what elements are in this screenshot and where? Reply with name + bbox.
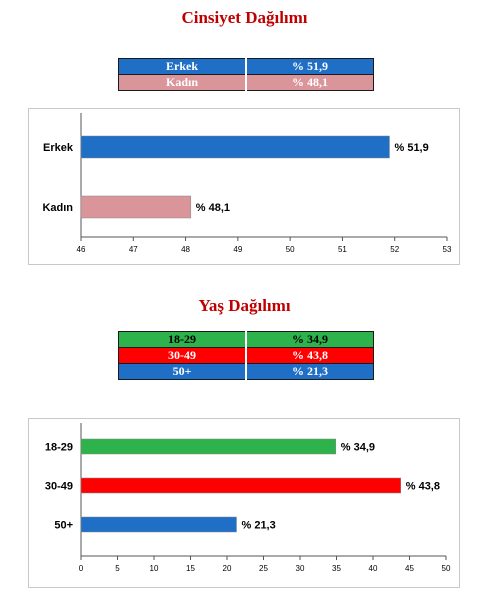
age-x-tick-label: 5	[115, 564, 120, 573]
gender-x-tick-label: 48	[181, 245, 190, 254]
gender-x-tick-label: 51	[338, 245, 347, 254]
age-summary-row: 18-29 % 34,9	[118, 331, 374, 348]
gender-x-tick-label: 53	[443, 245, 452, 254]
age-x-tick-label: 15	[186, 564, 195, 573]
age-summary-value: % 43,8	[245, 347, 374, 364]
age-value-label: % 34,9	[341, 442, 375, 454]
age-x-tick-label: 25	[259, 564, 268, 573]
age-bar-chart: 0 5 10 15 20 25 30 35 40 45 50 18-29 % 34,9 30-49 % 43…	[45, 423, 451, 573]
gender-summary-value: % 51,9	[245, 58, 374, 75]
age-x-tick-label: 35	[332, 564, 341, 573]
age-summary-label: 18-29	[118, 331, 247, 348]
age-x-tick-label: 50	[442, 564, 451, 573]
gender-value-label: % 48,1	[196, 202, 230, 214]
age-chart-panel: 0 5 10 15 20 25 30 35 40 45 50 18-29 % 34,9 30-49 % 43…	[28, 418, 460, 588]
gender-x-tick-label: 52	[390, 245, 399, 254]
gender-x-tick-label: 50	[286, 245, 295, 254]
gender-value-label: % 51,9	[394, 142, 428, 154]
age-category-label: 18-29	[45, 442, 73, 454]
gender-bar-chart: 46 47 48 49 50 51 52 53 Erkek % 51,9 Kadın % 48,1	[42, 113, 452, 254]
gender-category-label: Kadın	[42, 202, 73, 214]
age-summary-label: 30-49	[118, 347, 247, 364]
age-x-tick-label: 40	[369, 564, 378, 573]
age-value-label: % 21,3	[241, 520, 275, 532]
gender-x-tick-label: 49	[233, 245, 242, 254]
gender-summary-table: Erkek % 51,9 Kadın % 48,1	[118, 58, 374, 91]
gender-x-tick-label: 47	[129, 245, 138, 254]
gender-chart-panel: 46 47 48 49 50 51 52 53 Erkek % 51,9 Kadın % 48,1	[28, 108, 460, 265]
age-summary-row: 50+ % 21,3	[118, 363, 374, 380]
age-bar	[80, 438, 337, 455]
gender-section-title: Cinsiyet Dağılımı	[181, 8, 308, 27]
gender-summary-label: Kadın	[118, 74, 247, 91]
gender-x-tick-label: 46	[77, 245, 86, 254]
age-category-label: 50+	[54, 520, 73, 532]
age-bar	[80, 477, 401, 494]
age-bar	[80, 516, 237, 533]
age-x-tick-label: 10	[150, 564, 159, 573]
age-section-title: Yaş Dağılımı	[198, 296, 291, 315]
gender-bar	[80, 135, 390, 159]
age-x-tick-label: 20	[223, 564, 232, 573]
age-x-tick-label: 30	[296, 564, 305, 573]
age-summary-label: 50+	[118, 363, 247, 380]
age-value-label: % 43,8	[406, 481, 440, 493]
age-summary-row: 30-49 % 43,8	[118, 347, 374, 364]
gender-summary-row: Kadın % 48,1	[118, 74, 374, 91]
age-x-tick-label: 0	[79, 564, 84, 573]
age-summary-value: % 21,3	[245, 363, 374, 380]
age-summary-value: % 34,9	[245, 331, 374, 348]
age-category-label: 30-49	[45, 481, 73, 493]
gender-category-label: Erkek	[43, 142, 74, 154]
gender-summary-value: % 48,1	[245, 74, 374, 91]
gender-summary-label: Erkek	[118, 58, 247, 75]
gender-summary-row: Erkek % 51,9	[118, 58, 374, 75]
age-x-tick-label: 45	[405, 564, 414, 573]
age-summary-table: 18-29 % 34,9 30-49 % 43,8 50+ % 21,3	[118, 331, 374, 380]
gender-bar	[80, 195, 192, 219]
